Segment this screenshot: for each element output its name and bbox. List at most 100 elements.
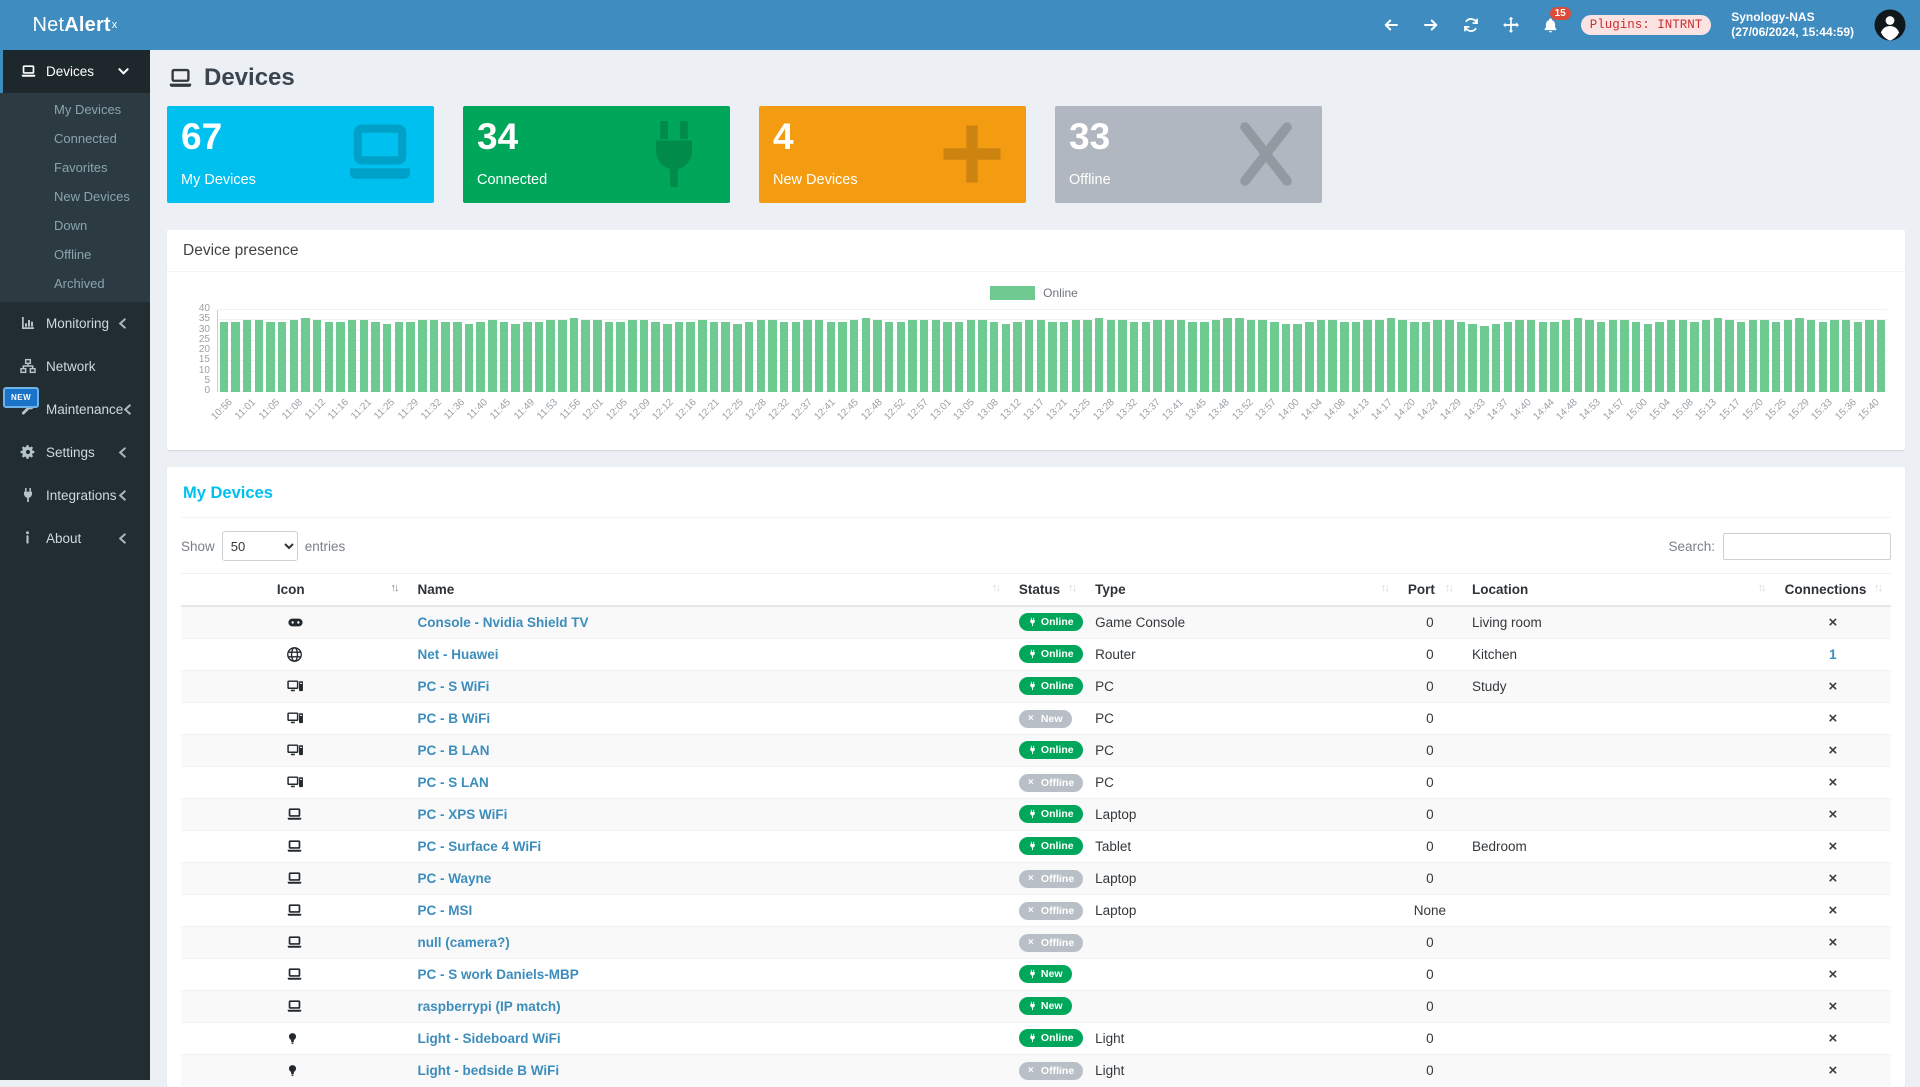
online-bar <box>873 320 881 392</box>
sidebar-toggle-button[interactable] <box>150 0 194 50</box>
search-input[interactable] <box>1723 533 1891 560</box>
nav-move-button[interactable] <box>1501 15 1521 35</box>
nav-forward-button[interactable] <box>1421 15 1441 35</box>
no-connections-x[interactable]: × <box>1828 1030 1837 1047</box>
online-bar <box>1480 326 1488 392</box>
device-name-link[interactable]: PC - XPS WiFi <box>418 807 508 822</box>
device-name-link[interactable]: PC - B WiFi <box>418 711 491 726</box>
sidebar-subitem-favorites[interactable]: Favorites <box>0 153 150 182</box>
device-name-link[interactable]: PC - S LAN <box>418 775 489 790</box>
column-header-type[interactable]: Type↑↓ <box>1085 574 1398 607</box>
connections-count-link[interactable]: 1 <box>1829 647 1837 662</box>
no-connections-x[interactable]: × <box>1828 966 1837 983</box>
sidebar-item-devices[interactable]: Devices <box>0 50 150 93</box>
no-connections-x[interactable]: × <box>1828 678 1837 695</box>
device-name-link[interactable]: null (camera?) <box>418 935 510 950</box>
no-connections-x[interactable]: × <box>1828 934 1837 951</box>
no-connections-x[interactable]: × <box>1828 614 1837 631</box>
device-name-link[interactable]: Console - Nvidia Shield TV <box>418 615 589 630</box>
online-bar <box>1340 322 1348 392</box>
no-connections-x[interactable]: × <box>1828 870 1837 887</box>
user-avatar[interactable] <box>1874 9 1906 41</box>
no-connections-x[interactable]: × <box>1828 710 1837 727</box>
device-name-link[interactable]: PC - MSI <box>418 903 473 918</box>
sidebar-item-settings[interactable]: Settings <box>0 431 150 474</box>
online-bar <box>1830 320 1838 392</box>
device-name-link[interactable]: Net - Huawei <box>418 647 499 662</box>
sidebar-item-about[interactable]: About <box>0 517 150 560</box>
device-name-link[interactable]: PC - S WiFi <box>418 679 490 694</box>
sidebar-subitem-my-devices[interactable]: My Devices <box>0 95 150 124</box>
column-header-status[interactable]: Status↑↓ <box>1009 574 1085 607</box>
plugins-status-badge[interactable]: Plugins: INTRNT <box>1581 15 1712 35</box>
chevron-left-icon <box>118 447 129 458</box>
nav-back-button[interactable] <box>1381 15 1401 35</box>
sidebar-subitem-offline[interactable]: Offline <box>0 240 150 269</box>
device-name-link[interactable]: PC - B LAN <box>418 743 490 758</box>
device-name-link[interactable]: Light - Sideboard WiFi <box>418 1031 561 1046</box>
online-bar <box>698 320 706 392</box>
online-bar <box>1679 320 1687 392</box>
online-bar <box>301 318 309 392</box>
sidebar-item-monitoring[interactable]: Monitoring <box>0 302 150 345</box>
column-header-connections[interactable]: Connections↑↓ <box>1775 574 1891 607</box>
nav-refresh-button[interactable] <box>1461 15 1481 35</box>
online-bar <box>231 322 239 392</box>
cell-location <box>1462 734 1775 766</box>
column-header-port[interactable]: Port↑↓ <box>1398 574 1462 607</box>
sidebar-subitem-archived[interactable]: Archived <box>0 269 150 298</box>
column-header-location[interactable]: Location↑↓ <box>1462 574 1775 607</box>
column-header-icon[interactable]: Icon↑↓ <box>181 574 408 607</box>
sidebar-item-label: Network <box>46 359 96 374</box>
cell-icon <box>181 958 408 990</box>
cell-status: Online <box>1009 638 1085 670</box>
device-name-link[interactable]: PC - Wayne <box>418 871 492 886</box>
sidebar-subitem-down[interactable]: Down <box>0 211 150 240</box>
device-name-link[interactable]: Light - bedside B WiFi <box>418 1063 560 1078</box>
sidebar-item-network[interactable]: Network <box>0 345 150 388</box>
no-connections-x[interactable]: × <box>1828 806 1837 823</box>
online-bar <box>1609 320 1617 392</box>
no-connections-x[interactable]: × <box>1828 902 1837 919</box>
no-connections-x[interactable]: × <box>1828 1062 1837 1079</box>
notifications-button[interactable]: 15 <box>1541 15 1561 35</box>
cell-location <box>1462 702 1775 734</box>
sidebar-new-badge[interactable]: NEW <box>3 387 39 408</box>
device-name-link[interactable]: PC - Surface 4 WiFi <box>418 839 542 854</box>
sidebar-subitem-new-devices[interactable]: New Devices <box>0 182 150 211</box>
sidebar-subitem-connected[interactable]: Connected <box>0 124 150 153</box>
no-connections-x[interactable]: × <box>1828 742 1837 759</box>
chevron-left-icon <box>118 318 129 329</box>
page-length-select[interactable]: 50 <box>222 531 298 561</box>
online-bar <box>1842 320 1850 392</box>
column-header-name[interactable]: Name↑↓ <box>408 574 1009 607</box>
no-connections-x[interactable]: × <box>1828 998 1837 1015</box>
x-big-icon <box>1230 116 1306 192</box>
device-name-link[interactable]: PC - S work Daniels-MBP <box>418 967 579 982</box>
online-bar <box>1025 320 1033 392</box>
sidebar-item-integrations[interactable]: Integrations <box>0 474 150 517</box>
device-name-link[interactable]: raspberrypi (IP match) <box>418 999 561 1014</box>
no-connections-x[interactable]: × <box>1828 774 1837 791</box>
no-connections-x[interactable]: × <box>1828 838 1837 855</box>
